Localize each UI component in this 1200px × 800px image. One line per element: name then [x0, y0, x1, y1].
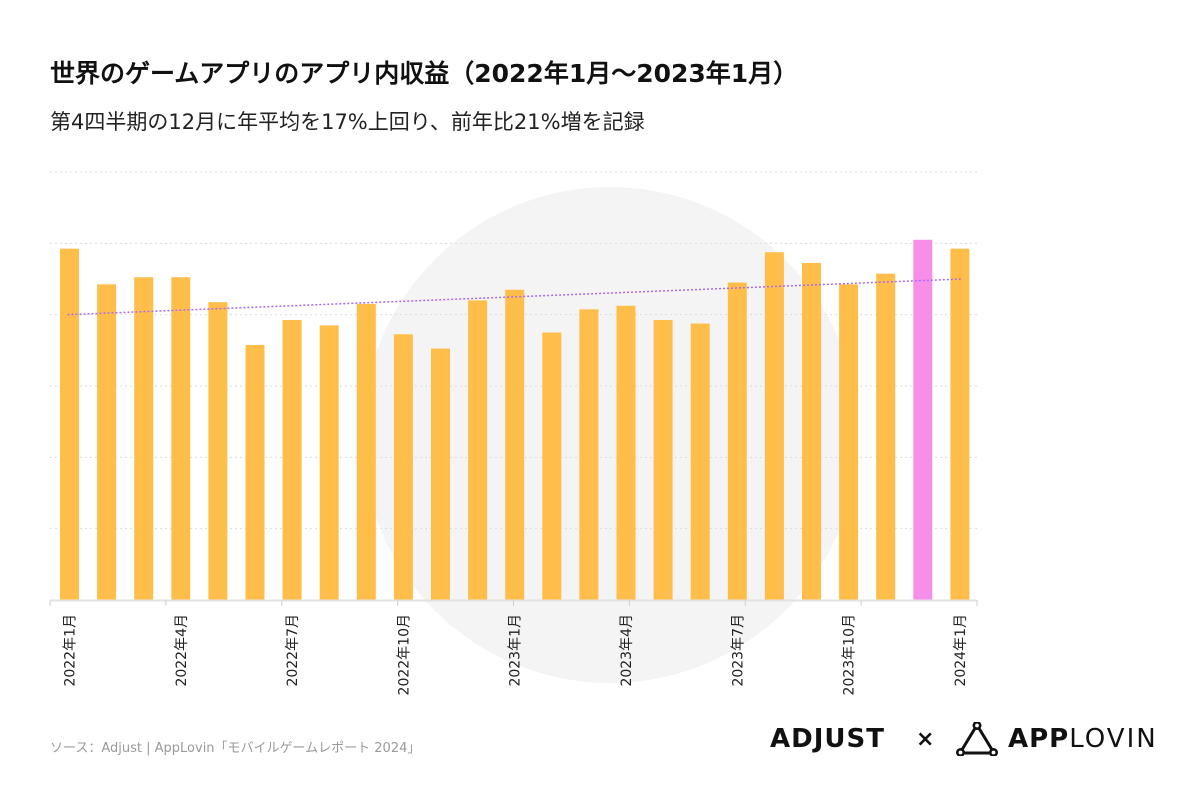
brand-separator: ×: [916, 726, 935, 752]
bar-2022年12月: [468, 300, 488, 600]
bar-2023年9月: [802, 262, 821, 600]
bar-2022年10月: [393, 334, 413, 600]
applovin-logo-app: APP: [1008, 724, 1070, 754]
bar-2023年2月: [542, 332, 562, 600]
chart-subtitle: 第4四半期の12月に年平均を17%上回り、前年比21%増を記録: [50, 110, 645, 134]
chart-title: 世界のゲームアプリのアプリ内収益（2022年1月〜2023年1月）: [50, 59, 799, 88]
x-tick-label: 2024年1月: [953, 614, 969, 687]
bar-2024年1月: [950, 248, 970, 600]
applovin-logo-lovin: LOVIN: [1069, 724, 1158, 754]
bar-2022年8月: [319, 325, 339, 600]
bar-2023年3月: [579, 309, 599, 600]
bar-2023年10月: [839, 284, 859, 600]
x-tick-label: 2022年10月: [396, 614, 412, 695]
x-tick-label: 2022年7月: [285, 614, 301, 687]
bar-2023年7月: [727, 282, 747, 600]
bar-2022年4月: [171, 277, 191, 600]
bar-2022年5月: [208, 302, 228, 600]
x-tick-label: 2023年7月: [730, 614, 746, 687]
bar-2022年1月: [60, 248, 79, 600]
x-tick-label: 2023年1月: [508, 614, 524, 687]
x-tick-label: 2022年4月: [174, 614, 190, 687]
bar-2022年3月: [134, 277, 154, 600]
x-tick-label: 2023年4月: [619, 614, 635, 687]
x-tick-label: 2023年10月: [842, 614, 858, 695]
adjust-logo: ADJUST: [770, 722, 885, 756]
x-tick-label: 2022年1月: [63, 614, 79, 687]
applovin-triangle-icon: [956, 722, 998, 756]
adjust-logo-text: ADJUST: [770, 724, 885, 754]
bar-2022年11月: [431, 348, 450, 600]
source-note: ソース：Adjust | AppLovin「モバイルゲームレポート 2024」: [50, 741, 421, 756]
applovin-logo: APPLOVIN: [956, 722, 1158, 756]
bar-2022年7月: [282, 320, 302, 600]
bar-2023年6月: [690, 323, 710, 600]
bar-2023年1月: [505, 289, 525, 600]
bar-2023年8月: [764, 252, 784, 600]
bar-2023年5月: [653, 320, 673, 600]
bar-2022年9月: [356, 303, 376, 600]
trend-line: [67, 278, 962, 316]
bar-2023年11月: [876, 273, 896, 600]
bar-2023年4月: [616, 305, 636, 600]
bar-2022年2月: [97, 284, 117, 600]
bar-2022年6月: [245, 344, 265, 600]
bar-2023年12月: [913, 239, 933, 600]
